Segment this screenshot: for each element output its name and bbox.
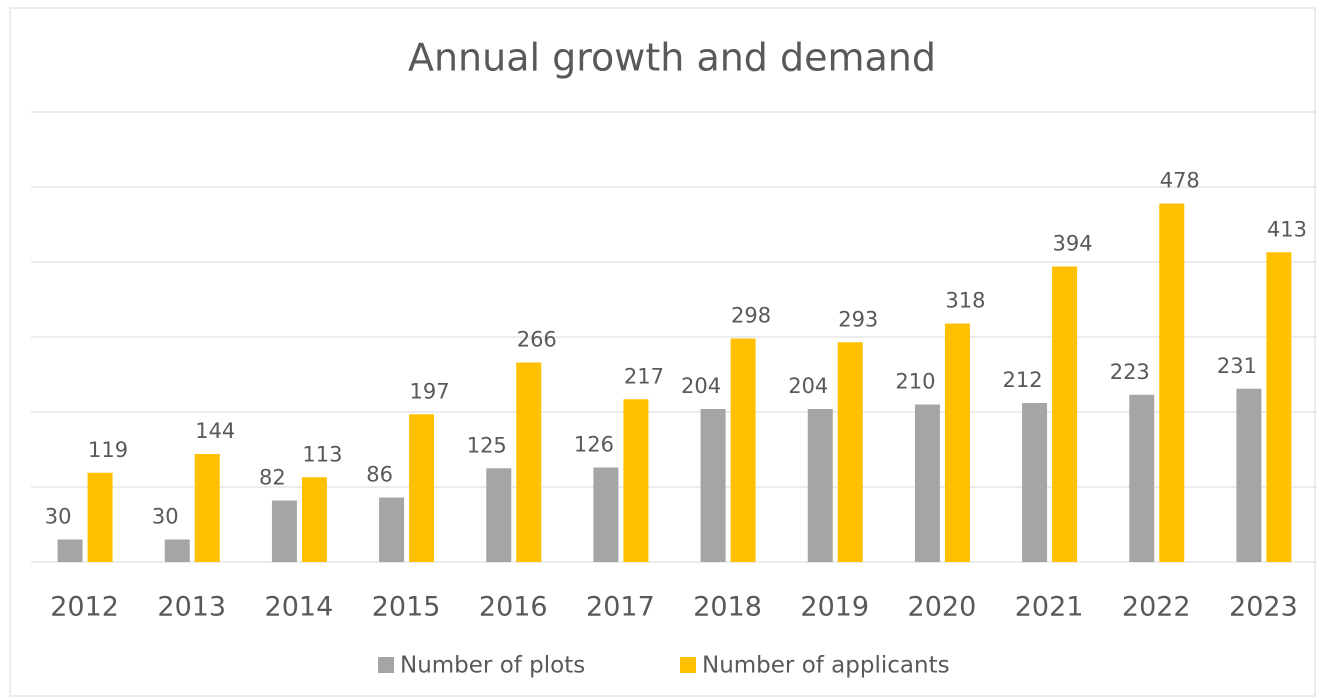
data-label: 30 xyxy=(152,505,179,529)
bar xyxy=(1266,252,1292,562)
data-label: 144 xyxy=(195,419,235,443)
x-tick-label: 2017 xyxy=(586,592,655,623)
x-tick-label: 2012 xyxy=(50,592,119,623)
bar xyxy=(1159,203,1185,562)
x-tick-label: 2018 xyxy=(693,592,762,623)
bar xyxy=(623,399,649,562)
x-tick-label: 2015 xyxy=(372,592,441,623)
bar xyxy=(486,468,512,562)
x-tick-label: 2013 xyxy=(157,592,226,623)
chart-border xyxy=(9,7,1316,697)
data-label: 113 xyxy=(302,442,342,466)
x-tick-label: 2023 xyxy=(1229,592,1298,623)
data-label: 217 xyxy=(624,364,664,388)
bar xyxy=(1129,394,1155,562)
bar xyxy=(807,409,833,562)
data-label: 318 xyxy=(945,289,985,313)
bar xyxy=(57,539,83,562)
legend-swatch xyxy=(680,657,696,673)
bar xyxy=(516,362,542,562)
bar xyxy=(164,539,190,562)
x-tick-label: 2019 xyxy=(800,592,869,623)
bar xyxy=(1052,266,1078,562)
bar xyxy=(837,342,863,562)
bar xyxy=(409,414,435,562)
data-label: 119 xyxy=(88,438,128,462)
data-label: 223 xyxy=(1110,360,1150,384)
data-label: 82 xyxy=(259,466,286,490)
bar xyxy=(87,472,113,562)
data-label: 478 xyxy=(1160,169,1200,193)
data-label: 197 xyxy=(410,379,450,403)
bar xyxy=(700,409,726,562)
x-tick-label: 2021 xyxy=(1015,592,1084,623)
x-tick-label: 2014 xyxy=(265,592,334,623)
data-label: 413 xyxy=(1267,217,1307,241)
data-label: 204 xyxy=(788,374,828,398)
data-label: 231 xyxy=(1217,354,1257,378)
bar xyxy=(730,338,756,562)
data-label: 298 xyxy=(731,304,771,328)
x-tick-label: 2016 xyxy=(479,592,548,623)
data-label: 210 xyxy=(895,370,935,394)
data-label: 266 xyxy=(517,328,557,352)
bar xyxy=(1236,388,1262,562)
bar xyxy=(944,323,970,562)
data-label: 212 xyxy=(1003,368,1043,392)
x-tick-label: 2020 xyxy=(908,592,977,623)
legend-swatch xyxy=(378,657,394,673)
x-tick-label: 2022 xyxy=(1122,592,1191,623)
data-label: 293 xyxy=(838,307,878,331)
bar xyxy=(301,477,327,562)
data-label: 125 xyxy=(467,433,507,457)
bar xyxy=(593,467,619,562)
bar xyxy=(194,454,220,562)
data-label: 126 xyxy=(574,433,614,457)
chart-title: Annual growth and demand xyxy=(408,36,936,80)
data-label: 86 xyxy=(366,463,393,487)
bar xyxy=(914,404,940,562)
bar xyxy=(1022,403,1048,562)
legend-label: Number of applicants xyxy=(702,653,950,679)
bar xyxy=(379,497,405,562)
data-label: 30 xyxy=(45,505,72,529)
bar xyxy=(271,500,297,562)
data-label: 394 xyxy=(1053,232,1093,256)
legend-label: Number of plots xyxy=(400,653,585,679)
data-label: 204 xyxy=(681,374,721,398)
